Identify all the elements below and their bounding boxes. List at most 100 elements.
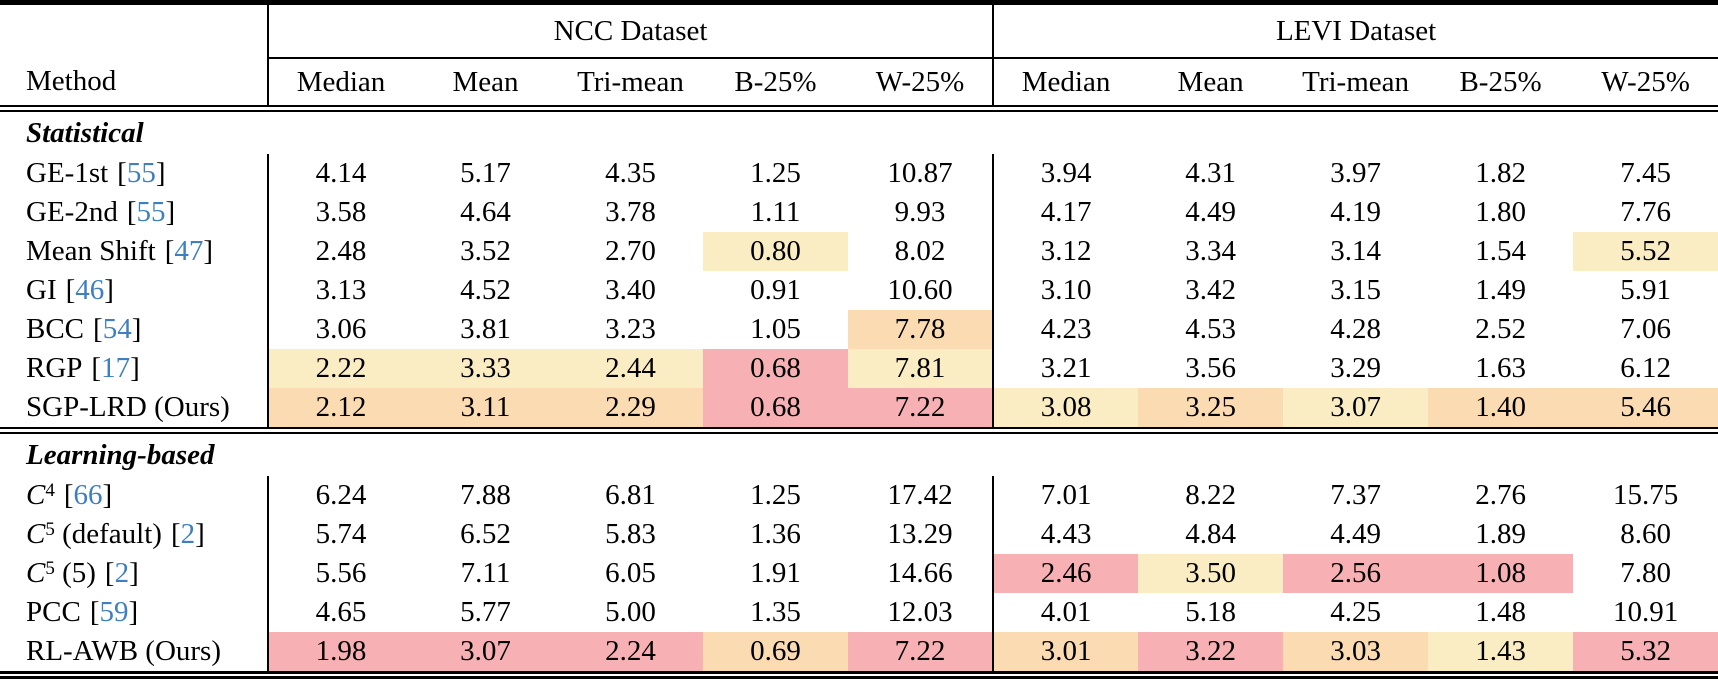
value-cell: 0.68 — [703, 388, 848, 427]
value-cell: 1.91 — [703, 554, 848, 593]
table-row: SGP-LRD (Ours) 2.12 3.11 2.29 0.68 7.22 3.08 3.… — [0, 388, 1718, 427]
method-name-segment: SGP-LRD (Ours) — [26, 391, 230, 423]
value-cell: 5.00 — [558, 593, 703, 632]
value-cell: 3.56 — [1138, 349, 1283, 388]
cell-value: 10.87 — [887, 157, 953, 189]
citation-close-bracket: ] — [129, 557, 139, 589]
table-row: C5 (5) [2] 5.56 7.11 6.05 1.91 14.66 2.46 3.50 2.… — [0, 554, 1718, 593]
cell-value: 1.49 — [1475, 274, 1526, 306]
value-cell: 1.89 — [1428, 515, 1573, 554]
method-column-header: Method — [0, 58, 269, 105]
group-header-levi: LEVI Dataset — [993, 2, 1718, 59]
value-cell: 1.98 — [268, 632, 413, 671]
value-cell: 0.68 — [703, 349, 848, 388]
value-cell: 7.78 — [848, 310, 995, 349]
citation-close-bracket: ] — [195, 518, 205, 550]
cell-value: 3.03 — [1330, 635, 1381, 667]
method-name: C4 — [26, 479, 55, 511]
cell-value: 4.43 — [1040, 518, 1092, 550]
citation-open-bracket: [ — [63, 479, 74, 511]
table-row: GE-2nd [55] 3.58 4.64 3.78 1.11 9.93 4.17 4.49 4.… — [0, 193, 1718, 232]
cell-value: 13.29 — [887, 518, 953, 550]
value-cell: 7.76 — [1573, 193, 1718, 232]
value-cell: 3.07 — [1283, 388, 1429, 427]
cell-value: 5.56 — [315, 557, 367, 589]
citation-open-bracket: [ — [164, 235, 175, 267]
cell-value: 7.81 — [894, 352, 946, 384]
citation-number[interactable]: 59 — [99, 596, 129, 628]
cell-value: 3.13 — [315, 274, 367, 306]
cell-value: 7.22 — [894, 391, 946, 423]
cell-value: 5.18 — [1185, 596, 1236, 628]
section-row: Learning-based — [0, 434, 1718, 476]
cell-value: 1.91 — [750, 557, 801, 589]
cell-value: 0.68 — [750, 352, 801, 384]
method-name-segment: (5) — [54, 557, 96, 589]
cell-value: 4.25 — [1330, 596, 1381, 628]
value-cell: 10.60 — [848, 271, 995, 310]
cell-value: 4.01 — [1040, 596, 1092, 628]
value-cell: 7.22 — [848, 632, 995, 671]
cell-value: 5.32 — [1620, 635, 1671, 667]
cell-value: 6.81 — [605, 479, 656, 511]
citation-number[interactable]: 55 — [126, 157, 156, 189]
citation-number[interactable]: 54 — [102, 313, 132, 345]
method-name: RGP — [26, 352, 82, 384]
citation-number[interactable]: 2 — [180, 518, 196, 550]
cell-value: 3.56 — [1185, 352, 1236, 384]
citation: [47] — [165, 235, 213, 267]
value-cell: 4.64 — [413, 193, 558, 232]
cell-value: 15.75 — [1612, 479, 1679, 511]
cell-value: 4.17 — [1040, 196, 1092, 228]
citation-number[interactable]: 46 — [75, 274, 105, 306]
value-cell: 2.44 — [558, 349, 703, 388]
value-cell: 3.94 — [993, 154, 1138, 193]
value-cell: 5.52 — [1573, 232, 1718, 271]
value-cell: 6.24 — [268, 476, 413, 515]
cell-value: 3.78 — [605, 196, 656, 228]
citation-number[interactable]: 66 — [73, 479, 103, 511]
method-cell: C5 (default) [2] — [0, 515, 269, 554]
cell-value: 3.58 — [315, 196, 367, 228]
levi-trimean-header: Tri-mean — [1302, 65, 1409, 98]
citation-number[interactable]: 55 — [136, 196, 166, 228]
value-cell: 10.91 — [1573, 593, 1718, 632]
citation-number[interactable]: 47 — [174, 235, 204, 267]
value-cell: 8.60 — [1573, 515, 1718, 554]
value-cell: 5.56 — [268, 554, 413, 593]
cell-value: 1.05 — [750, 313, 801, 345]
value-cell: 3.58 — [268, 193, 413, 232]
cell-value: 1.25 — [750, 479, 801, 511]
citation-close-bracket: ] — [128, 596, 139, 628]
citation-number[interactable]: 17 — [101, 352, 131, 384]
cell-value: 3.07 — [1330, 391, 1381, 423]
method-cell: Mean Shift [47] — [0, 232, 269, 271]
cell-value: 3.42 — [1185, 274, 1236, 306]
citation-number[interactable]: 2 — [114, 557, 130, 589]
cell-value: 6.05 — [605, 557, 656, 589]
cell-value: 3.97 — [1330, 157, 1381, 189]
table-row: Mean Shift [47] 2.48 3.52 2.70 0.80 8.02 3.12 3.… — [0, 232, 1718, 271]
value-cell: 4.43 — [993, 515, 1138, 554]
header-separator-rule — [0, 105, 1718, 112]
value-cell: 1.82 — [1428, 154, 1573, 193]
cell-value: 7.06 — [1620, 313, 1671, 345]
cell-value: 3.12 — [1040, 235, 1092, 267]
cell-value: 3.21 — [1040, 352, 1092, 384]
ncc-mean-header: Mean — [452, 65, 519, 98]
value-cell: 1.25 — [703, 476, 848, 515]
ncc-median-header: Median — [296, 65, 386, 98]
cell-value: 2.56 — [1330, 557, 1381, 589]
levi-b25-header: B-25% — [1459, 65, 1542, 98]
cell-value: 1.25 — [750, 157, 801, 189]
citation: [17] — [91, 352, 139, 384]
double-rule — [0, 427, 1718, 434]
bottom-rule-row — [0, 671, 1718, 679]
value-cell: 5.46 — [1573, 388, 1718, 427]
value-cell: 3.21 — [993, 349, 1138, 388]
cell-value: 1.11 — [750, 196, 801, 228]
value-cell: 3.07 — [413, 632, 558, 671]
method-cell: GE-1st [55] — [0, 154, 269, 193]
